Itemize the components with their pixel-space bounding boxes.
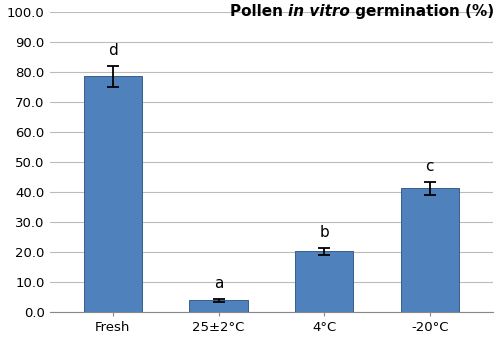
- Bar: [295, 251, 353, 312]
- Text: germination (%): germination (%): [350, 4, 494, 19]
- Text: a: a: [214, 276, 223, 291]
- Text: b: b: [319, 225, 329, 240]
- Text: c: c: [426, 159, 434, 174]
- Bar: [400, 188, 458, 312]
- Bar: [190, 300, 248, 312]
- Text: Pollen: Pollen: [230, 4, 288, 19]
- Text: d: d: [108, 43, 118, 58]
- Bar: [84, 76, 142, 312]
- Text: in vitro: in vitro: [288, 4, 350, 19]
